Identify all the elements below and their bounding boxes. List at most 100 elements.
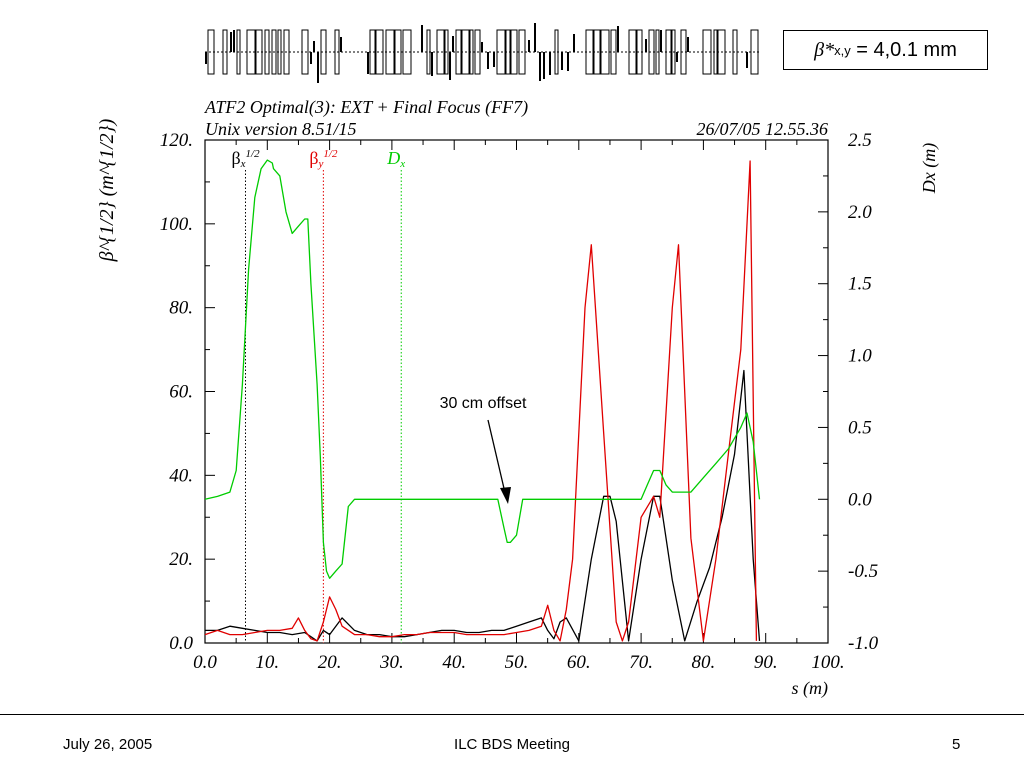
lattice-quad: [340, 37, 342, 52]
footer-date: July 26, 2005: [63, 736, 153, 753]
lattice-bend: [610, 29, 617, 75]
beta-star-box: β* x,y = 4,0.1 mm: [783, 30, 988, 70]
beta-star-symbol: β*: [814, 38, 835, 61]
x-tick-label: 80.: [692, 652, 716, 673]
offset-annotation: 30 cm offset: [440, 395, 527, 412]
lattice-quad: [233, 30, 235, 52]
lattice-bend: [628, 29, 637, 75]
lattice-bend: [236, 29, 241, 75]
x-tick-label: 50.: [505, 652, 529, 673]
lattice-bend: [375, 29, 384, 75]
lattice-quad: [561, 52, 563, 70]
lattice-quad: [205, 52, 207, 64]
lattice-bend: [496, 29, 506, 75]
footer-meeting: ILC BDS Meeting: [454, 736, 570, 753]
lattice-bend: [585, 29, 594, 75]
lattice-bend: [636, 29, 643, 75]
lattice-quad: [493, 52, 495, 67]
lattice-quad: [449, 52, 451, 80]
footer-divider: [0, 714, 1024, 715]
lattice-quad: [230, 32, 232, 52]
lattice-bend: [264, 29, 270, 75]
lattice-bend: [593, 29, 601, 75]
lattice-quad: [487, 52, 489, 69]
lattice-quad: [746, 52, 748, 68]
x-tick-label: 90.: [754, 652, 778, 673]
lattice-quad: [317, 52, 319, 83]
series-line-2: [204, 159, 761, 579]
x-tick-label: 70.: [629, 652, 653, 673]
lattice-bend: [369, 29, 376, 75]
y-axis-label: β^{1/2} (m^{1/2}): [96, 118, 118, 262]
lattice-bend: [469, 29, 474, 75]
y-tick-label: 120.: [160, 130, 193, 151]
lattice-bend: [334, 29, 340, 75]
footer-page-number: 5: [952, 736, 961, 753]
lattice-bend: [717, 29, 726, 75]
y-right-tick-label: 1.5: [848, 274, 872, 295]
y-right-tick-label: 2.5: [848, 130, 872, 151]
chart-legend: βx1/2 βy1/2 Dx: [231, 148, 405, 643]
y-tick-label: 100.: [160, 214, 193, 235]
lattice-bend: [510, 29, 518, 75]
lattice-quad: [660, 30, 662, 52]
lattice-bend: [474, 29, 481, 75]
lattice-quad: [431, 52, 433, 76]
x-tick-label: 100.: [811, 652, 844, 673]
y-tick-label: 20.: [169, 549, 193, 570]
beta-star-value: = 4,0.1 mm: [856, 38, 957, 61]
offset-arrow-head: [500, 487, 511, 504]
lattice-bend: [665, 29, 672, 75]
lattice-bend: [277, 29, 282, 75]
chart-subtitle-left: Unix version 8.51/15: [205, 119, 356, 139]
x-tick-label: 60.: [567, 652, 591, 673]
lattice-quad: [567, 52, 569, 71]
y-right-tick-label: 0.5: [848, 417, 872, 438]
lattice-bend: [671, 29, 676, 75]
x-tick-label: 10.: [255, 652, 279, 673]
lattice-quad: [687, 37, 689, 52]
lattice-quad: [543, 52, 545, 79]
lattice-quad: [534, 23, 536, 52]
y-axis-right-label: Dx (m): [919, 143, 940, 194]
x-tick-label: 20.: [318, 652, 342, 673]
x-tick-label: 30.: [379, 652, 404, 673]
lattice-quad: [539, 52, 541, 81]
beta-star-subscript: x,y: [834, 42, 851, 58]
lattice-bend: [207, 29, 215, 75]
lattice-bend: [271, 29, 277, 75]
y-right-tick-label: 2.0: [848, 202, 872, 223]
y-right-tick-label: 0.0: [848, 489, 872, 510]
chart-subtitle-right: 26/07/05 12.55.36: [696, 119, 828, 139]
lattice-bend: [436, 29, 445, 75]
lattice-bend: [426, 29, 431, 75]
y-right-tick-label: -0.5: [848, 561, 878, 582]
offset-arrow-line: [487, 419, 507, 498]
legend-label: βy1/2: [309, 148, 338, 170]
lattice-quad: [421, 25, 423, 52]
lattice-bend: [246, 29, 256, 75]
lattice-quad: [481, 42, 483, 52]
lattice-bend: [385, 29, 395, 75]
lattice-bend: [301, 29, 309, 75]
y-tick-label: 60.: [169, 382, 193, 403]
lattice-bend: [655, 29, 660, 75]
x-tick-label: 40.: [442, 652, 466, 673]
lattice-quad: [367, 52, 369, 74]
lattice-bend: [444, 29, 449, 75]
lattice-bend: [455, 29, 462, 75]
lattice-quad: [645, 39, 647, 52]
lattice-bend: [283, 29, 290, 75]
lattice-quad: [313, 41, 315, 52]
lattice-quad: [676, 52, 678, 62]
lattice-bend: [505, 29, 511, 75]
legend-label: Dx: [386, 148, 405, 170]
lattice-bend: [648, 29, 655, 75]
lattice-bend: [255, 29, 263, 75]
y-right-tick-label: 1.0: [848, 346, 872, 367]
optics-chart: ATF2 Optimal(3): EXT + Final Focus (FF7)…: [96, 23, 940, 699]
lattice-quad: [573, 34, 575, 52]
lattice-quad: [549, 52, 551, 75]
lattice-bend: [222, 29, 228, 75]
lattice-quad: [617, 26, 619, 52]
